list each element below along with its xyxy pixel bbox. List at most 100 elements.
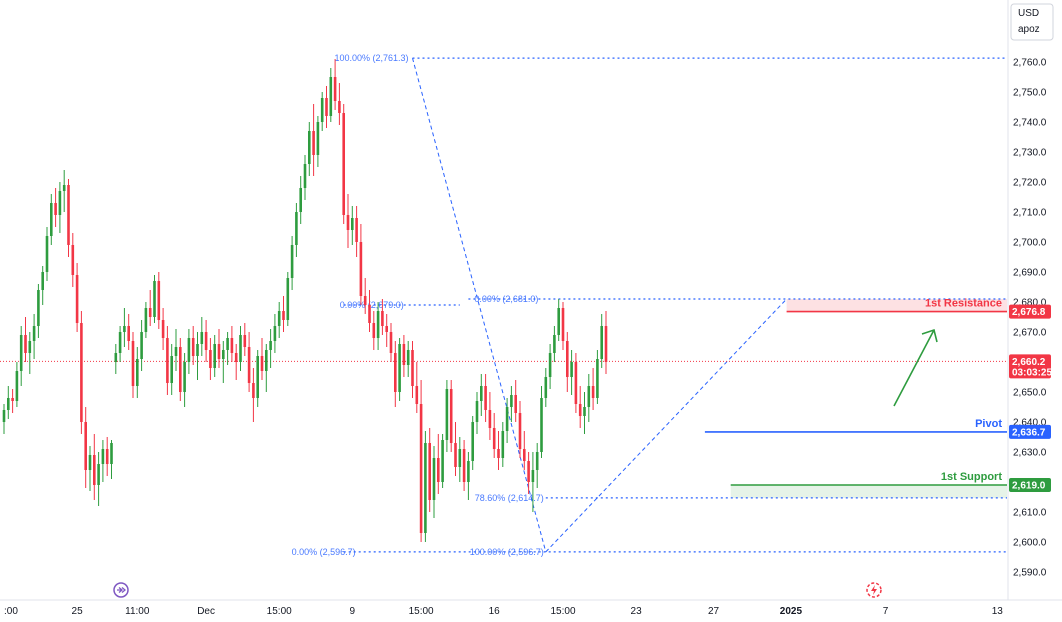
candle[interactable] bbox=[75, 263, 79, 332]
candle[interactable] bbox=[204, 320, 208, 362]
candle[interactable] bbox=[166, 326, 169, 395]
candle[interactable] bbox=[372, 311, 376, 350]
candle-body[interactable] bbox=[467, 461, 470, 482]
candle[interactable] bbox=[32, 314, 36, 359]
candle-body[interactable] bbox=[303, 164, 307, 188]
candle[interactable] bbox=[501, 422, 505, 467]
candle[interactable] bbox=[406, 341, 410, 377]
candle-body[interactable] bbox=[161, 320, 165, 338]
candle[interactable] bbox=[325, 86, 328, 128]
candle-body[interactable] bbox=[376, 311, 380, 338]
candle-body[interactable] bbox=[170, 356, 173, 383]
flash-icon[interactable] bbox=[866, 582, 882, 598]
candle-body[interactable] bbox=[544, 377, 548, 398]
candle[interactable] bbox=[458, 437, 462, 482]
candle-body[interactable] bbox=[492, 428, 496, 449]
candle[interactable] bbox=[566, 332, 569, 392]
candle[interactable] bbox=[432, 446, 436, 518]
candle-body[interactable] bbox=[428, 443, 431, 500]
candle-body[interactable] bbox=[50, 203, 53, 236]
candle[interactable] bbox=[67, 179, 70, 257]
candle-body[interactable] bbox=[196, 344, 199, 356]
candle-body[interactable] bbox=[320, 98, 324, 122]
candle-body[interactable] bbox=[118, 332, 122, 353]
candle-body[interactable] bbox=[454, 443, 457, 467]
candle[interactable] bbox=[583, 392, 586, 434]
candle-body[interactable] bbox=[71, 245, 75, 275]
candle-body[interactable] bbox=[286, 278, 290, 320]
candle[interactable] bbox=[290, 236, 294, 290]
candle[interactable] bbox=[191, 326, 195, 365]
candle[interactable] bbox=[480, 374, 483, 416]
candle-body[interactable] bbox=[497, 449, 500, 458]
candle[interactable] bbox=[394, 341, 397, 407]
candle-body[interactable] bbox=[24, 335, 27, 353]
candle[interactable] bbox=[351, 206, 354, 245]
candle-body[interactable] bbox=[351, 218, 354, 230]
candle[interactable] bbox=[574, 353, 578, 413]
candle[interactable] bbox=[411, 341, 414, 398]
candle[interactable] bbox=[445, 380, 449, 452]
candle[interactable] bbox=[161, 308, 165, 350]
candle-body[interactable] bbox=[419, 404, 423, 533]
candle[interactable] bbox=[320, 92, 324, 131]
candle[interactable] bbox=[299, 176, 302, 224]
candle-body[interactable] bbox=[385, 326, 388, 332]
candle[interactable] bbox=[110, 440, 113, 479]
candle[interactable] bbox=[37, 284, 40, 338]
candle-body[interactable] bbox=[277, 311, 281, 326]
candle-body[interactable] bbox=[338, 101, 341, 113]
candle[interactable] bbox=[578, 386, 582, 428]
candle-body[interactable] bbox=[535, 452, 539, 470]
candle[interactable] bbox=[531, 452, 535, 512]
candle-body[interactable] bbox=[84, 422, 87, 470]
candle[interactable] bbox=[518, 401, 522, 458]
candle[interactable] bbox=[93, 434, 96, 500]
candle-body[interactable] bbox=[123, 326, 126, 332]
candle-body[interactable] bbox=[136, 359, 139, 386]
time-axis[interactable]: :00 25 11:00 Dec 15:00 9 15:00 16 15:00 23 27 2025 7… bbox=[4, 606, 1003, 617]
candle[interactable] bbox=[24, 317, 27, 362]
candle-body[interactable] bbox=[462, 449, 466, 482]
candle[interactable] bbox=[157, 272, 161, 329]
candle[interactable] bbox=[217, 329, 221, 368]
candle[interactable] bbox=[428, 428, 431, 512]
candle-body[interactable] bbox=[273, 326, 277, 341]
candle[interactable] bbox=[424, 431, 427, 542]
candle[interactable] bbox=[123, 308, 126, 347]
candle-body[interactable] bbox=[372, 323, 376, 338]
candle-body[interactable] bbox=[153, 281, 156, 317]
candle-body[interactable] bbox=[127, 326, 130, 341]
candle[interactable] bbox=[174, 329, 178, 371]
candle-body[interactable] bbox=[398, 344, 401, 392]
candle-body[interactable] bbox=[402, 344, 406, 365]
candle-body[interactable] bbox=[58, 191, 62, 215]
candle[interactable] bbox=[131, 332, 135, 398]
candle-body[interactable] bbox=[325, 98, 328, 116]
candle[interactable] bbox=[329, 68, 333, 122]
candle[interactable] bbox=[153, 275, 156, 323]
candle[interactable] bbox=[303, 155, 307, 200]
candle-body[interactable] bbox=[363, 296, 367, 305]
candle-body[interactable] bbox=[540, 398, 543, 452]
candle-body[interactable] bbox=[333, 77, 337, 101]
candle-body[interactable] bbox=[256, 356, 259, 398]
candle-body[interactable] bbox=[269, 341, 272, 350]
candle-body[interactable] bbox=[93, 455, 96, 485]
candle-body[interactable] bbox=[523, 449, 526, 461]
candle[interactable] bbox=[226, 332, 229, 365]
candle-body[interactable] bbox=[191, 338, 195, 356]
candle-body[interactable] bbox=[234, 353, 238, 362]
candle-body[interactable] bbox=[406, 350, 410, 365]
candle[interactable] bbox=[50, 194, 53, 245]
candle[interactable] bbox=[136, 347, 139, 398]
candle-body[interactable] bbox=[458, 449, 462, 467]
candle[interactable] bbox=[441, 434, 444, 488]
candle[interactable] bbox=[200, 317, 204, 356]
candle[interactable] bbox=[7, 386, 10, 419]
candle[interactable] bbox=[492, 413, 496, 458]
candle-body[interactable] bbox=[15, 371, 19, 401]
candle[interactable] bbox=[273, 314, 277, 353]
candle[interactable] bbox=[535, 443, 539, 488]
